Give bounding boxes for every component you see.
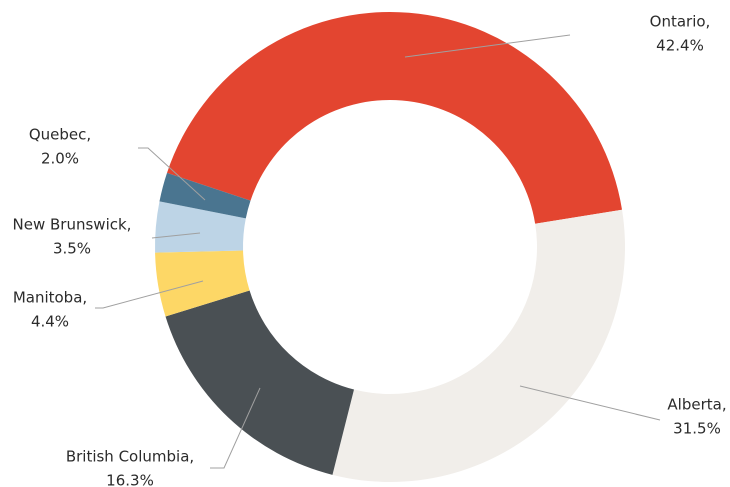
slice-label: Manitoba, [13,289,87,307]
leader-line [151,232,201,239]
slice-value-label: 31.5% [673,420,721,438]
donut-slice [159,172,251,219]
donut-slice [155,201,246,253]
slice-label: Alberta, [667,396,726,414]
leader-line [210,387,261,469]
slice-value-label: 4.4% [31,313,69,331]
slice-value-label: 16.3% [106,472,154,487]
slice-label: Quebec, [29,126,91,144]
slice-label: New Brunswick, [13,216,132,234]
slice-value-label: 3.5% [53,240,91,258]
leader-line [404,34,571,58]
slice-value-label: 42.4% [656,37,704,55]
slice-label: Ontario, [650,13,711,31]
donut-slice [332,209,625,482]
donut-slice [167,12,623,224]
leader-line [519,385,661,421]
slice-label: British Columbia, [66,448,194,466]
leader-line [138,147,206,201]
donut-slice [165,290,355,475]
donut-slice [155,250,250,317]
leader-line [95,280,204,309]
slice-value-label: 2.0% [41,150,79,168]
